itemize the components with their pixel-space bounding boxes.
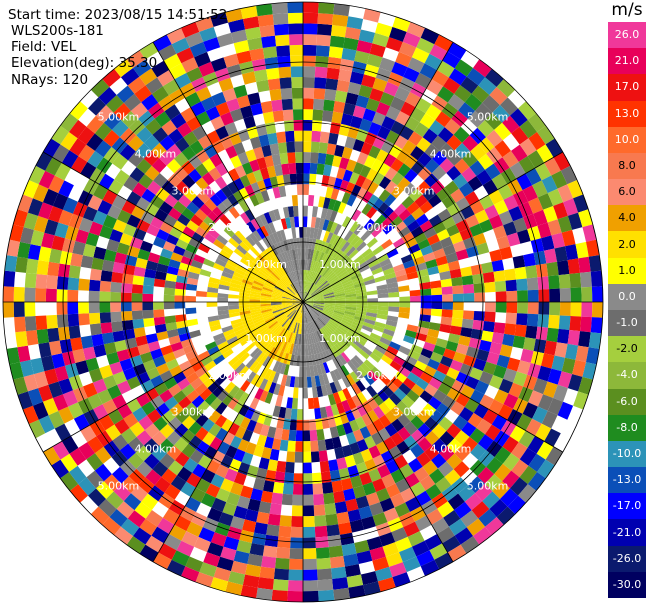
range-ring-label: 3.00km [172, 406, 214, 419]
colorbar-cell [608, 310, 646, 337]
colorbar-tick-label: 0.0 [618, 289, 636, 303]
range-ring-label: 1.00km [319, 332, 361, 345]
range-ring-label: 3.00km [172, 184, 214, 197]
colorbar-tick-label: -4.0 [616, 368, 638, 382]
colorbar-tick-label: -2.0 [616, 342, 638, 356]
range-ring-label: 2.00km [356, 221, 398, 234]
velocity-bins [2, 1, 604, 603]
colorbar-tick-label: 10.0 [614, 132, 640, 146]
colorbar-tick-label: 8.0 [618, 159, 636, 172]
range-ring-label: 2.00km [208, 369, 250, 382]
colorbar-cell [608, 100, 646, 128]
colorbar-cell [608, 414, 646, 442]
colorbar-tick-label: 1.0 [618, 263, 636, 277]
azimuth-spoke [42, 301, 304, 453]
azimuth-spoke [302, 301, 454, 563]
colorbar-cell [608, 545, 646, 573]
colorbar-tick-label: 21.0 [614, 54, 640, 68]
colorbar-tick-label: -21.0 [612, 525, 642, 539]
range-ring-label: 5.00km [98, 110, 140, 123]
colorbar-cell [608, 22, 646, 49]
range-ring-label: 4.00km [430, 443, 472, 456]
colorbar-cell [608, 519, 646, 547]
colorbar-cell [608, 257, 646, 285]
colorbar-tick-label: -8.0 [616, 420, 638, 434]
colorbar-tick-label: 26.0 [614, 28, 640, 42]
colorbar-cell [608, 493, 646, 520]
colorbar-tick-label: 4.0 [618, 211, 636, 225]
colorbar-tick-label: -26.0 [612, 551, 642, 565]
colorbar-tick-label: -10.0 [612, 447, 642, 460]
colorbar-tick-label: 2.0 [618, 237, 636, 251]
start-time-label: Start time: 2023/08/15 14:51:52 [8, 7, 228, 23]
range-ring-label: 4.00km [135, 147, 177, 160]
range-ring-label: 1.00km [319, 258, 361, 271]
range-ring-label: 5.00km [98, 480, 140, 493]
range-ring-labels: 1.00km 1.00km 1.00km 1.00km 2.00km 2.00km 2.00… [98, 110, 509, 492]
range-ring-label: 2.00km [356, 369, 398, 382]
colorbar-unit: m/s [611, 0, 643, 20]
colorbar-tick-label: -6.0 [616, 394, 638, 408]
field-label: Field: VEL [11, 39, 77, 55]
colorbar-cell [608, 571, 646, 599]
colorbar-cell [608, 205, 646, 232]
range-ring-label: 2.00km [208, 221, 250, 234]
colorbar-cell [608, 179, 646, 206]
colorbar-tick-label: -1.0 [616, 316, 638, 330]
azimuth-spoke [302, 41, 454, 303]
azimuth-spokes [3, 2, 603, 602]
range-ring-label: 3.00km [393, 406, 435, 419]
range-ring-label: 5.00km [467, 480, 509, 493]
colorbar-cell [608, 74, 646, 102]
colorbar: 26.0 21.0 17.0 13.0 10.0 8.0 6.0 4.0 2.0 1.0 0.0 -1… [608, 22, 646, 599]
colorbar-cell [608, 283, 646, 311]
colorbar-cell [608, 231, 646, 259]
colorbar-tick-label: 17.0 [614, 80, 640, 94]
colorbar-cell [608, 362, 646, 390]
colorbar-cell [608, 126, 646, 154]
colorbar-tick-label: -13.0 [612, 473, 642, 487]
range-ring-label: 3.00km [393, 184, 435, 197]
azimuth-spoke [152, 301, 304, 563]
range-ring-label: 1.00km [245, 258, 287, 271]
colorbar-cell [608, 467, 646, 494]
colorbar-cell [608, 48, 646, 75]
colorbar-cell [608, 152, 646, 180]
range-ring-label: 4.00km [430, 147, 472, 160]
colorbar-tick-label: 13.0 [614, 106, 640, 120]
colorbar-tick-label: 6.0 [618, 185, 636, 199]
device-label: WLS200s-181 [11, 23, 104, 39]
range-ring-label: 4.00km [135, 443, 177, 456]
range-ring-label: 5.00km [467, 110, 509, 123]
elevation-label: Elevation(deg): 35.30 [11, 55, 158, 71]
range-ring-label: 1.00km [245, 332, 287, 345]
colorbar-cell [608, 388, 646, 416]
colorbar-tick-label: -30.0 [612, 577, 642, 591]
colorbar-tick-label: -17.0 [612, 499, 642, 513]
colorbar-cell [608, 440, 646, 468]
azimuth-spoke [152, 41, 304, 303]
azimuth-spoke [302, 301, 564, 453]
colorbar-cell [608, 336, 646, 363]
azimuth-spoke [42, 151, 304, 303]
azimuth-spoke [302, 151, 564, 303]
nrays-label: NRays: 120 [11, 72, 89, 88]
